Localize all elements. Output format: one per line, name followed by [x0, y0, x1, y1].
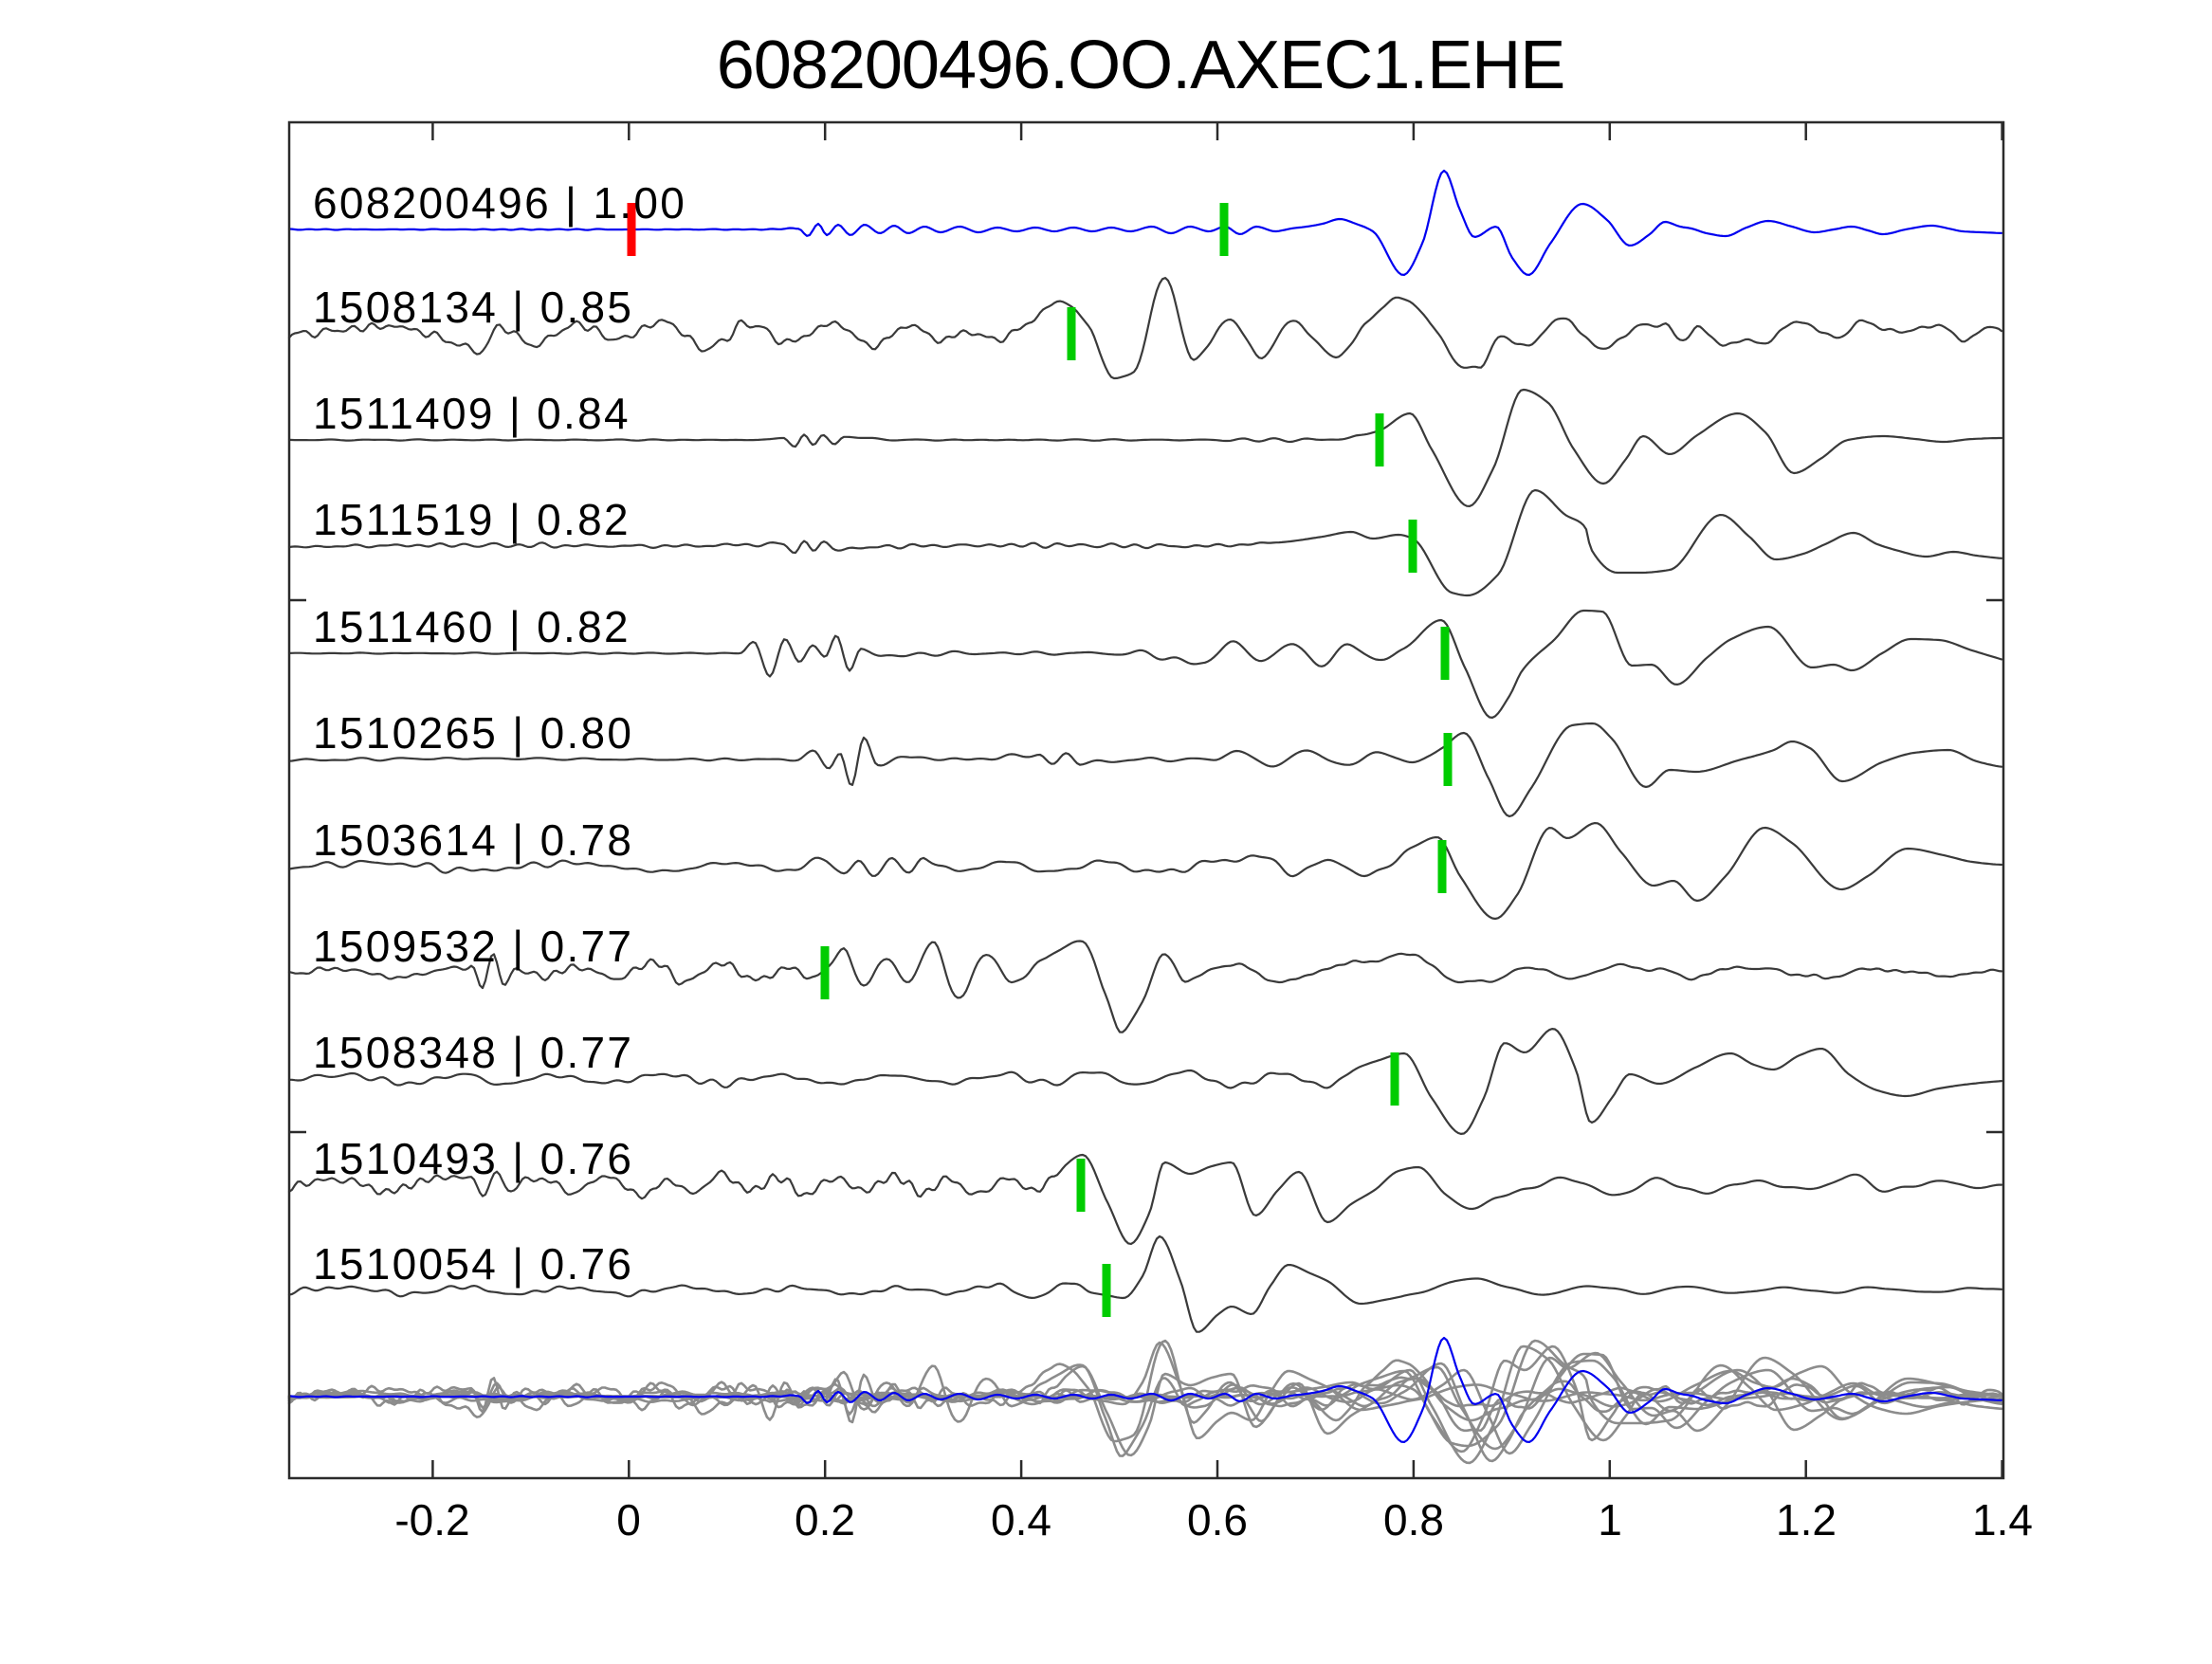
svg-text:1: 1 — [1598, 1495, 1622, 1545]
svg-text:1510493 | 0.76: 1510493 | 0.76 — [313, 1134, 633, 1183]
svg-text:1511519 | 0.82: 1511519 | 0.82 — [313, 495, 631, 544]
svg-text:0.8: 0.8 — [1383, 1495, 1444, 1545]
svg-text:1503614 | 0.78: 1503614 | 0.78 — [313, 815, 633, 865]
svg-text:-0.2: -0.2 — [394, 1495, 469, 1545]
svg-text:1511460 | 0.82: 1511460 | 0.82 — [313, 602, 631, 651]
svg-text:1511409 | 0.84: 1511409 | 0.84 — [313, 389, 631, 438]
svg-text:0.2: 0.2 — [795, 1495, 855, 1545]
svg-text:1510054 | 0.76: 1510054 | 0.76 — [313, 1239, 633, 1289]
svg-text:1509532 | 0.77: 1509532 | 0.77 — [313, 922, 633, 971]
svg-text:1508348 | 0.77: 1508348 | 0.77 — [313, 1028, 633, 1077]
svg-text:1.2: 1.2 — [1776, 1495, 1837, 1545]
svg-text:0.4: 0.4 — [991, 1495, 1051, 1545]
svg-text:608200496.OO.AXEC1.EHE: 608200496.OO.AXEC1.EHE — [717, 27, 1565, 103]
svg-text:0.6: 0.6 — [1187, 1495, 1248, 1545]
svg-text:1510265 | 0.80: 1510265 | 0.80 — [313, 708, 633, 758]
svg-text:608200496 | 1.00: 608200496 | 1.00 — [313, 178, 686, 228]
svg-text:0: 0 — [616, 1495, 641, 1545]
svg-text:1508134 | 0.85: 1508134 | 0.85 — [313, 283, 633, 332]
svg-text:1.4: 1.4 — [1972, 1495, 2033, 1545]
